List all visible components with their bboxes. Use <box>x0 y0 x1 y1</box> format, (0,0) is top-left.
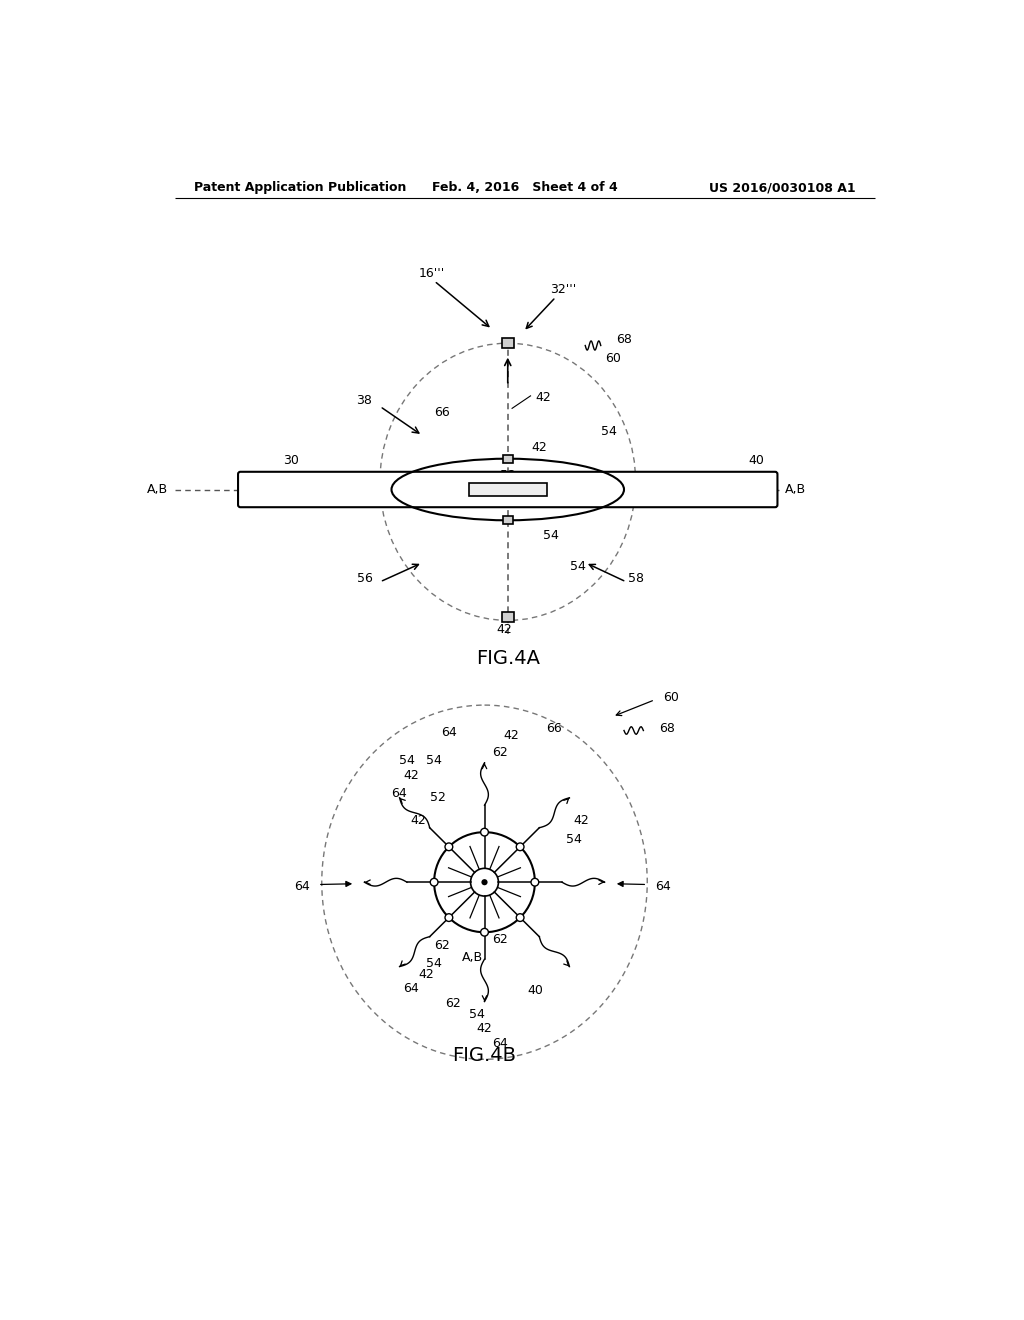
Circle shape <box>531 878 539 886</box>
Text: 64: 64 <box>655 879 671 892</box>
Text: 42: 42 <box>531 441 547 454</box>
Bar <box>503 516 513 524</box>
Text: 62: 62 <box>493 746 508 759</box>
Text: 54: 54 <box>426 957 442 970</box>
Text: 54: 54 <box>601 425 616 438</box>
Text: 62: 62 <box>539 488 555 502</box>
Text: FIG.4B: FIG.4B <box>453 1045 516 1065</box>
Circle shape <box>480 928 488 936</box>
Text: 54: 54 <box>543 529 558 543</box>
Text: 42: 42 <box>573 814 590 828</box>
Text: 54: 54 <box>399 754 415 767</box>
Text: 42: 42 <box>477 1022 493 1035</box>
Text: 52: 52 <box>430 791 445 804</box>
Text: 42: 42 <box>402 770 419 783</box>
Circle shape <box>516 843 524 850</box>
Text: 64: 64 <box>391 787 407 800</box>
Text: 64: 64 <box>434 487 450 500</box>
Text: 54: 54 <box>426 754 442 767</box>
Circle shape <box>430 878 438 886</box>
Text: 66: 66 <box>434 407 450 418</box>
Text: 64: 64 <box>402 982 419 995</box>
Text: 42: 42 <box>504 730 519 742</box>
Text: US 2016/0030108 A1: US 2016/0030108 A1 <box>709 181 856 194</box>
Text: 62: 62 <box>434 939 450 952</box>
Text: 16''': 16''' <box>419 268 444 280</box>
Text: 54: 54 <box>566 833 582 846</box>
Text: 52: 52 <box>500 469 516 482</box>
Text: 56: 56 <box>356 572 373 585</box>
Text: 60: 60 <box>663 690 679 704</box>
Text: A,B: A,B <box>147 483 168 496</box>
Circle shape <box>516 913 524 921</box>
Text: 68: 68 <box>616 333 632 346</box>
Text: 54: 54 <box>601 487 616 500</box>
Text: 66: 66 <box>547 722 562 735</box>
Text: 54: 54 <box>569 560 586 573</box>
Text: 42: 42 <box>419 968 434 981</box>
Text: 40: 40 <box>527 983 543 997</box>
Text: 32''': 32''' <box>550 282 577 296</box>
Text: 68: 68 <box>658 722 675 735</box>
Text: 62: 62 <box>493 933 508 946</box>
Circle shape <box>445 843 453 850</box>
Text: 64: 64 <box>441 726 458 739</box>
Text: 64: 64 <box>493 1038 508 1051</box>
Circle shape <box>481 879 487 886</box>
Text: 42: 42 <box>535 391 551 404</box>
Text: 30: 30 <box>283 454 299 467</box>
Bar <box>469 483 547 496</box>
Text: 58: 58 <box>628 572 644 585</box>
Text: A,B: A,B <box>785 483 806 496</box>
Text: A,B: A,B <box>462 952 483 964</box>
Text: 60: 60 <box>604 352 621 366</box>
Text: Patent Application Publication: Patent Application Publication <box>194 181 407 194</box>
Text: FIG.4A: FIG.4A <box>476 649 540 668</box>
Text: 42: 42 <box>496 623 512 636</box>
Text: Feb. 4, 2016   Sheet 4 of 4: Feb. 4, 2016 Sheet 4 of 4 <box>432 181 617 194</box>
Text: 54: 54 <box>469 1008 485 1022</box>
Text: 64: 64 <box>294 879 310 892</box>
Text: 38: 38 <box>356 395 372 408</box>
Text: 42: 42 <box>411 814 426 828</box>
Circle shape <box>480 829 488 836</box>
Text: 40: 40 <box>748 454 764 467</box>
Circle shape <box>471 869 499 896</box>
Circle shape <box>445 913 453 921</box>
FancyBboxPatch shape <box>238 471 777 507</box>
Bar <box>502 338 514 348</box>
Text: 62: 62 <box>445 998 461 1010</box>
Bar <box>503 455 513 462</box>
Bar <box>502 611 514 622</box>
